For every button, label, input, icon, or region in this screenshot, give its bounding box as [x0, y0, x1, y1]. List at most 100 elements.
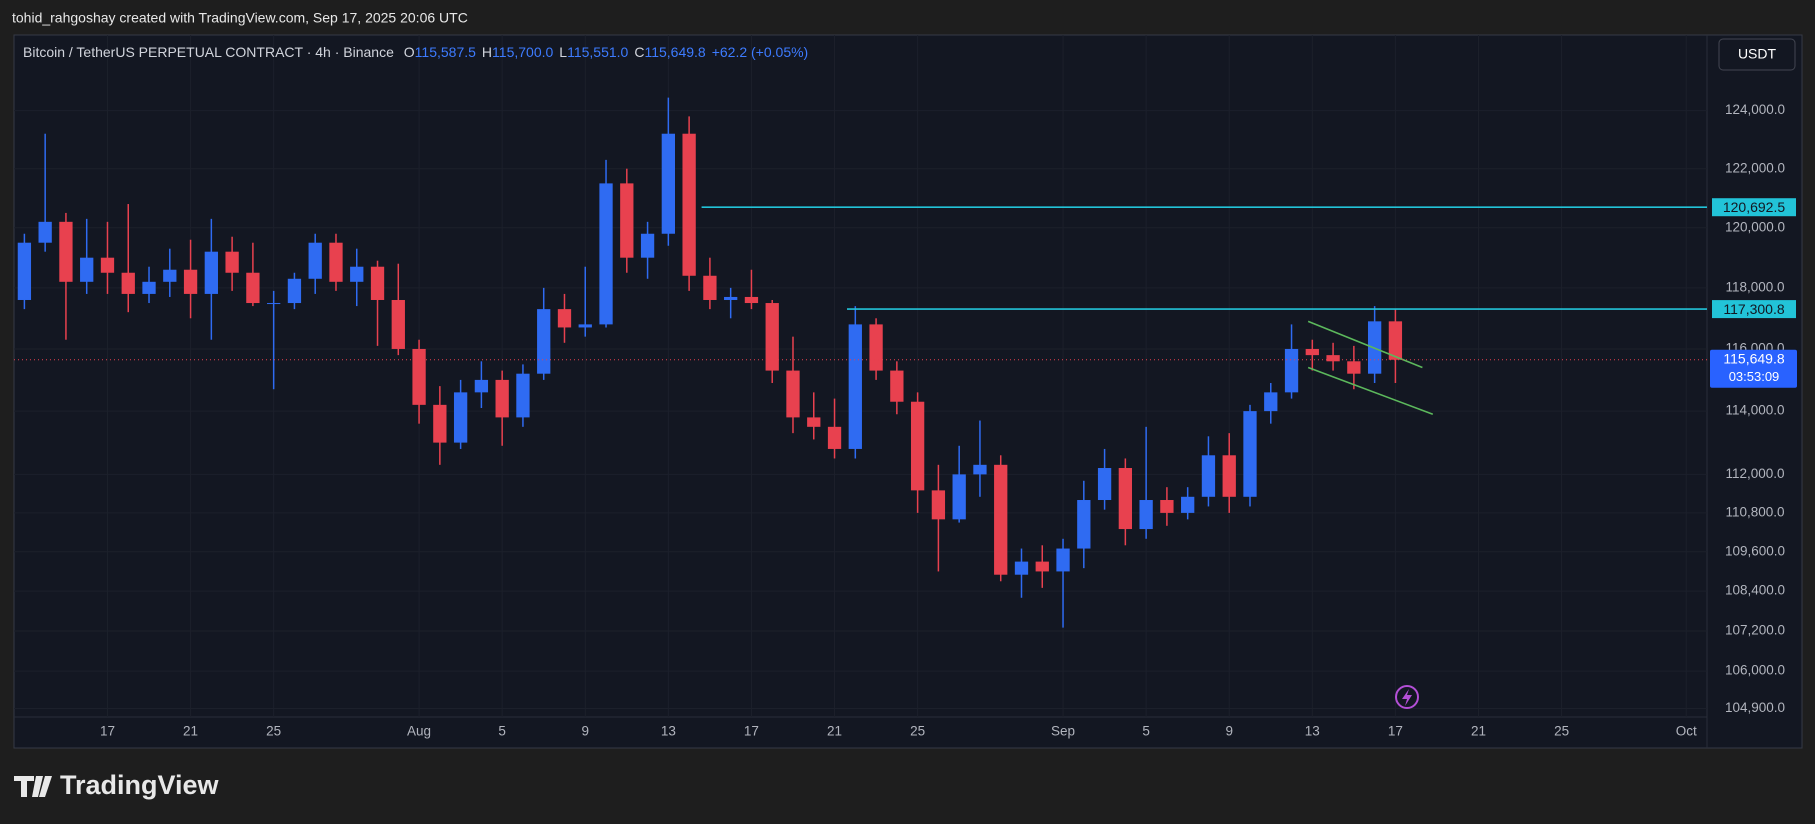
candle-body [599, 183, 613, 325]
alert-icon[interactable] [1395, 685, 1419, 709]
currency-button[interactable] [1718, 38, 1796, 71]
ohlc-key: O [404, 44, 415, 60]
x-tick-label: 21 [183, 724, 198, 739]
currency-label[interactable]: USDT [1738, 46, 1777, 62]
x-tick-label: 25 [1554, 724, 1569, 739]
x-tick-label: Oct [1676, 724, 1697, 739]
y-tick-label: 124,000.0 [1725, 102, 1785, 117]
x-tick-label: 17 [1388, 724, 1403, 739]
y-tick-label: 112,000.0 [1725, 466, 1784, 481]
candle-body [1181, 496, 1195, 513]
level-label-box [1712, 300, 1796, 319]
ohlc-value: 115,551.0 [567, 44, 628, 60]
level-label: 120,692.5 [1723, 199, 1785, 215]
candle-body [163, 269, 177, 282]
ohlc-value: 115,587.5 [415, 44, 476, 60]
x-tick-label: 5 [498, 724, 506, 739]
x-tick-label: 13 [1305, 724, 1320, 739]
countdown: 03:53:09 [1729, 369, 1780, 384]
candle-body [807, 417, 821, 427]
candle-body [910, 401, 925, 491]
candle-body [661, 133, 675, 234]
symbol-title: Bitcoin / TetherUS PERPETUAL CONTRACT · … [23, 44, 394, 60]
candle-body [1222, 455, 1236, 497]
candle-body [952, 474, 966, 520]
candle-body [267, 303, 281, 305]
y-tick-label: 118,000.0 [1725, 279, 1784, 294]
candle-body [682, 133, 696, 276]
change: +62.2 (+0.05%) [712, 44, 809, 60]
y-tick-label: 110,800.0 [1725, 504, 1784, 519]
brand-logo [14, 776, 52, 797]
candle-body [890, 370, 904, 402]
x-tick-label: 13 [661, 724, 676, 739]
candle-body [765, 303, 779, 371]
x-tick-label: 9 [581, 724, 589, 739]
x-tick-label: 17 [744, 724, 759, 739]
level-label: 117,300.8 [1723, 301, 1784, 317]
trendline [1307, 366, 1434, 416]
candle-body [1243, 411, 1257, 497]
candle-body [557, 309, 572, 328]
candle-body [931, 490, 946, 520]
candle-body [1160, 500, 1174, 513]
candle-body [474, 379, 489, 393]
candle-body [1201, 455, 1216, 497]
candle-body [537, 309, 551, 374]
candle-body [1118, 468, 1133, 530]
candle-body [973, 464, 987, 475]
ohlc-key: C [634, 44, 644, 60]
candle-body [453, 392, 468, 443]
candle-body [225, 251, 239, 273]
candle-body [1056, 548, 1070, 572]
candle-body [578, 324, 592, 328]
candle-body [516, 373, 530, 418]
candle-body [1388, 321, 1403, 360]
y-tick-label: 109,600.0 [1725, 543, 1785, 558]
trendline [1307, 320, 1423, 369]
candle-body [1097, 468, 1112, 501]
candle-body [80, 257, 94, 282]
candle-body [495, 379, 509, 418]
candle-body [848, 324, 862, 449]
header: tohid_rahgoshay created with TradingView… [12, 10, 468, 26]
alert-bolt [1402, 689, 1412, 706]
chart-pane [13, 34, 1803, 749]
candle-body [744, 296, 759, 304]
candle-body [994, 464, 1008, 575]
y-tick-label: 108,400.0 [1725, 583, 1785, 598]
candle-body [121, 272, 135, 294]
y-tick-label: 114,000.0 [1725, 403, 1784, 418]
candle-body [329, 242, 343, 282]
x-tick-label: Sep [1051, 724, 1075, 739]
candle-body [350, 266, 364, 282]
brand-name: TradingView [60, 770, 220, 800]
candle-body [287, 278, 302, 304]
candle-body [640, 233, 655, 258]
candle-body [246, 272, 260, 304]
candle-body [412, 348, 426, 405]
candle-body [308, 242, 322, 279]
candle-body [1305, 348, 1319, 356]
legend: Bitcoin / TetherUS PERPETUAL CONTRACT · … [23, 44, 808, 60]
candle-body [1264, 392, 1278, 412]
candle-body [391, 299, 405, 349]
x-tick-label: 9 [1225, 724, 1233, 739]
x-tick-label: 25 [266, 724, 281, 739]
candle-body [1077, 500, 1091, 549]
x-tick-label: Aug [407, 724, 431, 739]
level-label-box [1712, 198, 1796, 217]
candle-body [1347, 361, 1361, 374]
candle-body [17, 242, 32, 300]
candle-body [1284, 348, 1299, 393]
candle-body [703, 275, 717, 300]
candle-body [38, 221, 52, 243]
last-price-box [1710, 349, 1797, 388]
x-tick-label: 21 [1471, 724, 1486, 739]
ohlc-value: 115,700.0 [492, 44, 553, 60]
x-tick-label: 21 [827, 724, 842, 739]
candle-body [1035, 561, 1049, 572]
x-tick-label: 25 [910, 724, 925, 739]
